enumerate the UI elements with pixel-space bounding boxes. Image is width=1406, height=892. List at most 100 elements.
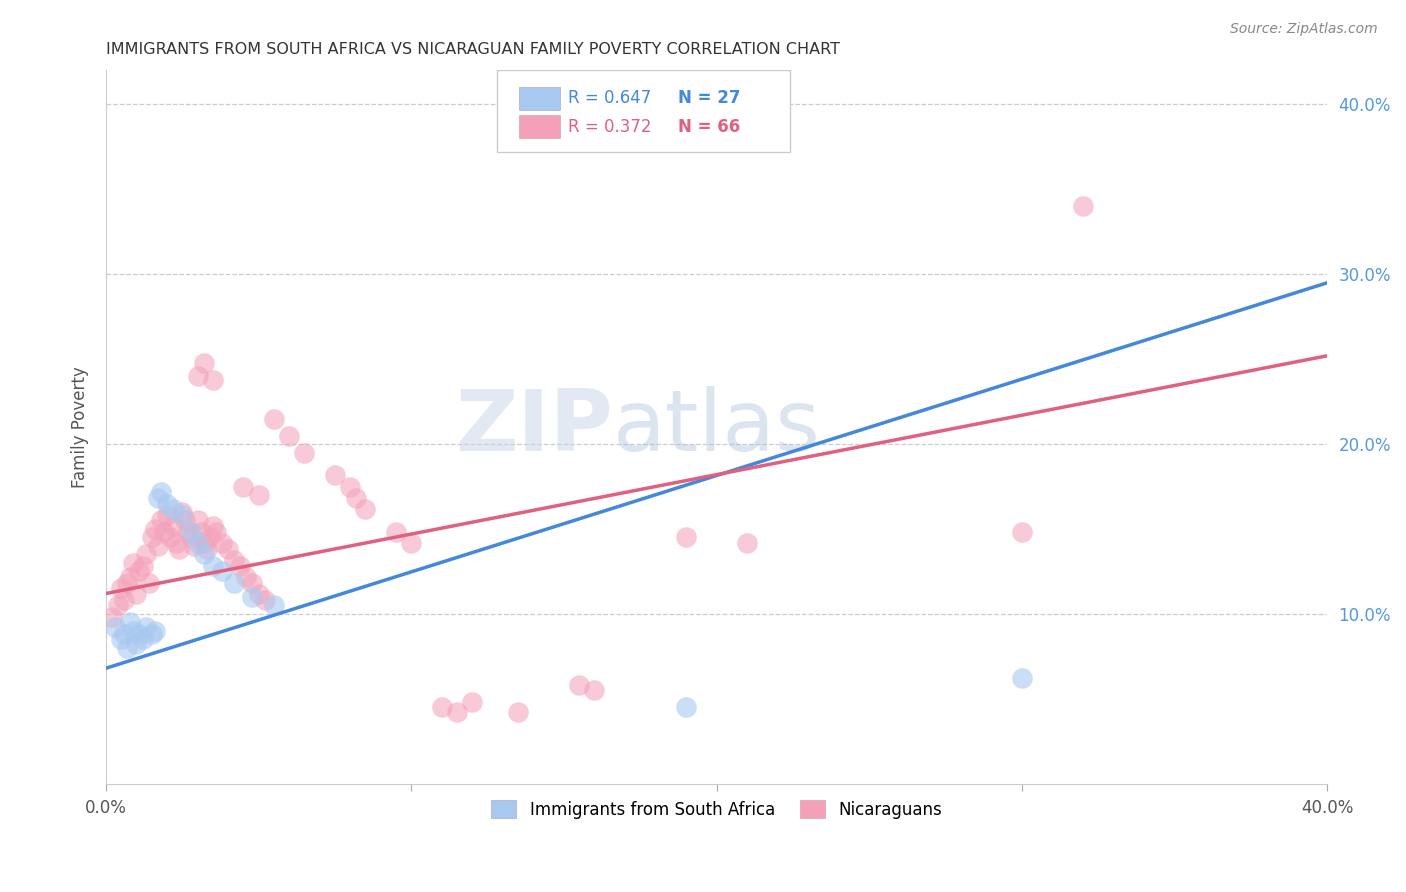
Point [675, 700, 697, 714]
Point [344, 491, 367, 506]
Point [149, 514, 172, 528]
FancyBboxPatch shape [519, 115, 561, 138]
Point [172, 505, 194, 519]
Point [107, 599, 129, 613]
Point [193, 355, 215, 369]
Point [195, 542, 218, 557]
FancyBboxPatch shape [519, 87, 561, 110]
Point [229, 559, 252, 574]
Point [104, 620, 127, 634]
Point [568, 678, 591, 692]
Point [247, 488, 270, 502]
Point [120, 615, 142, 630]
Point [159, 531, 181, 545]
Point [131, 632, 153, 647]
Point [153, 525, 176, 540]
Y-axis label: Family Poverty: Family Poverty [72, 367, 89, 488]
Point [508, 706, 530, 720]
Point [232, 479, 254, 493]
Point [177, 525, 200, 540]
Point [446, 706, 468, 720]
Legend: Immigrants from South Africa, Nicaraguans: Immigrants from South Africa, Nicaraguan… [485, 794, 949, 825]
Point [1071, 199, 1094, 213]
Point [156, 496, 179, 510]
Point [201, 518, 224, 533]
Point [165, 535, 187, 549]
Point [217, 542, 239, 557]
Point [242, 576, 264, 591]
Point [385, 525, 408, 540]
Point [162, 501, 184, 516]
Point [201, 372, 224, 386]
Point [110, 632, 132, 647]
Point [401, 535, 423, 549]
Point [112, 627, 135, 641]
Point [224, 576, 246, 591]
Point [224, 552, 246, 566]
Point [292, 445, 315, 459]
Point [141, 531, 163, 545]
Point [211, 535, 233, 549]
Point [135, 620, 157, 634]
Point [186, 369, 208, 384]
Point [146, 539, 169, 553]
Text: N = 27: N = 27 [678, 89, 740, 107]
Point [112, 593, 135, 607]
Point [122, 556, 145, 570]
Point [180, 531, 202, 545]
FancyBboxPatch shape [496, 70, 790, 153]
Point [735, 535, 758, 549]
Point [354, 501, 377, 516]
Point [180, 525, 202, 540]
Point [167, 542, 190, 557]
Point [278, 428, 301, 442]
Text: R = 0.647: R = 0.647 [568, 89, 651, 107]
Point [1011, 525, 1033, 540]
Point [339, 479, 361, 493]
Point [198, 531, 221, 545]
Point [193, 535, 215, 549]
Point [117, 640, 139, 655]
Text: N = 66: N = 66 [678, 118, 740, 136]
Point [235, 569, 257, 583]
Point [162, 518, 184, 533]
Point [201, 559, 224, 574]
Point [143, 522, 166, 536]
Text: ZIP: ZIP [456, 385, 613, 468]
Point [205, 525, 228, 540]
Point [186, 535, 208, 549]
Point [101, 610, 124, 624]
Point [174, 514, 197, 528]
Point [430, 700, 453, 714]
Point [128, 565, 150, 579]
Point [186, 514, 208, 528]
Point [247, 586, 270, 600]
Point [193, 548, 215, 562]
Point [128, 627, 150, 641]
Point [583, 683, 606, 698]
Point [143, 624, 166, 638]
Text: IMMIGRANTS FROM SOUTH AFRICA VS NICARAGUAN FAMILY POVERTY CORRELATION CHART: IMMIGRANTS FROM SOUTH AFRICA VS NICARAGU… [105, 42, 839, 57]
Point [138, 576, 160, 591]
Point [242, 590, 264, 604]
Point [263, 599, 285, 613]
Point [135, 548, 157, 562]
Point [172, 508, 194, 523]
Point [125, 586, 148, 600]
Point [125, 637, 148, 651]
Point [156, 508, 179, 523]
Point [122, 624, 145, 638]
Point [211, 565, 233, 579]
Text: R = 0.372: R = 0.372 [568, 118, 651, 136]
Point [183, 539, 205, 553]
Point [131, 559, 153, 574]
Text: Source: ZipAtlas.com: Source: ZipAtlas.com [1230, 22, 1378, 37]
Point [675, 531, 697, 545]
Point [141, 627, 163, 641]
Point [149, 484, 172, 499]
Point [190, 525, 212, 540]
Point [253, 593, 276, 607]
Point [461, 695, 484, 709]
Point [110, 582, 132, 596]
Point [120, 569, 142, 583]
